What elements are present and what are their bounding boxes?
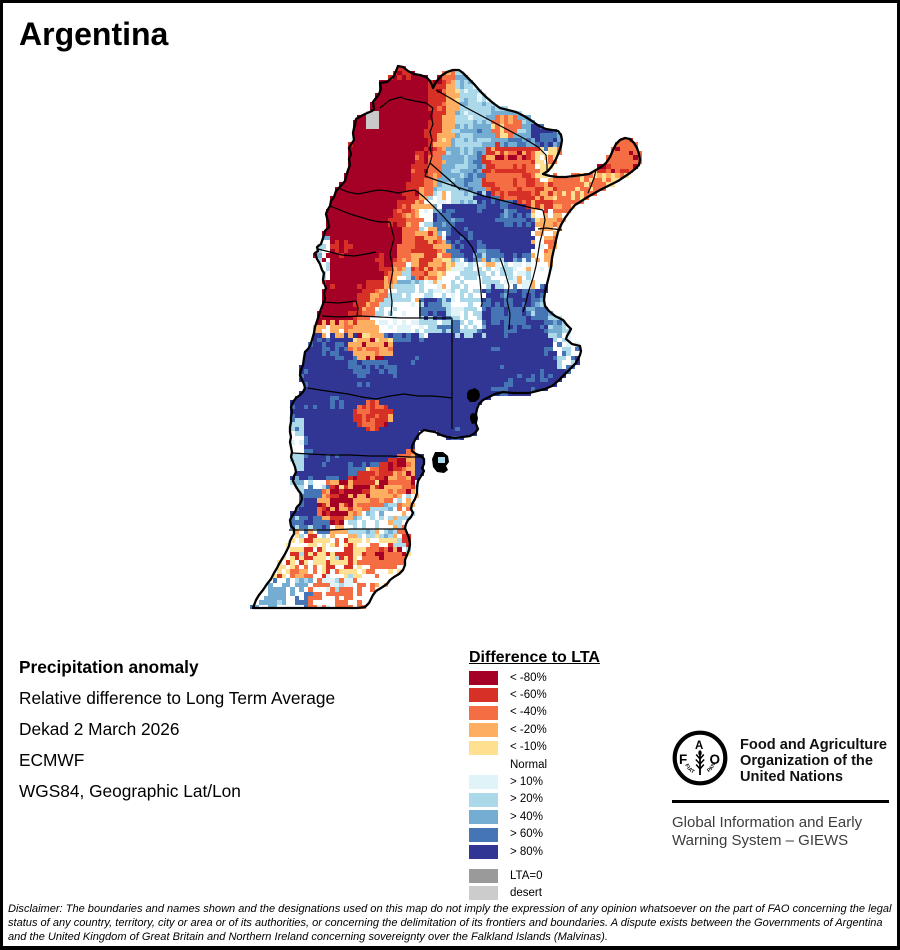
- svg-text:O: O: [710, 752, 721, 767]
- svg-text:F: F: [679, 752, 687, 767]
- svg-text:A: A: [695, 740, 703, 752]
